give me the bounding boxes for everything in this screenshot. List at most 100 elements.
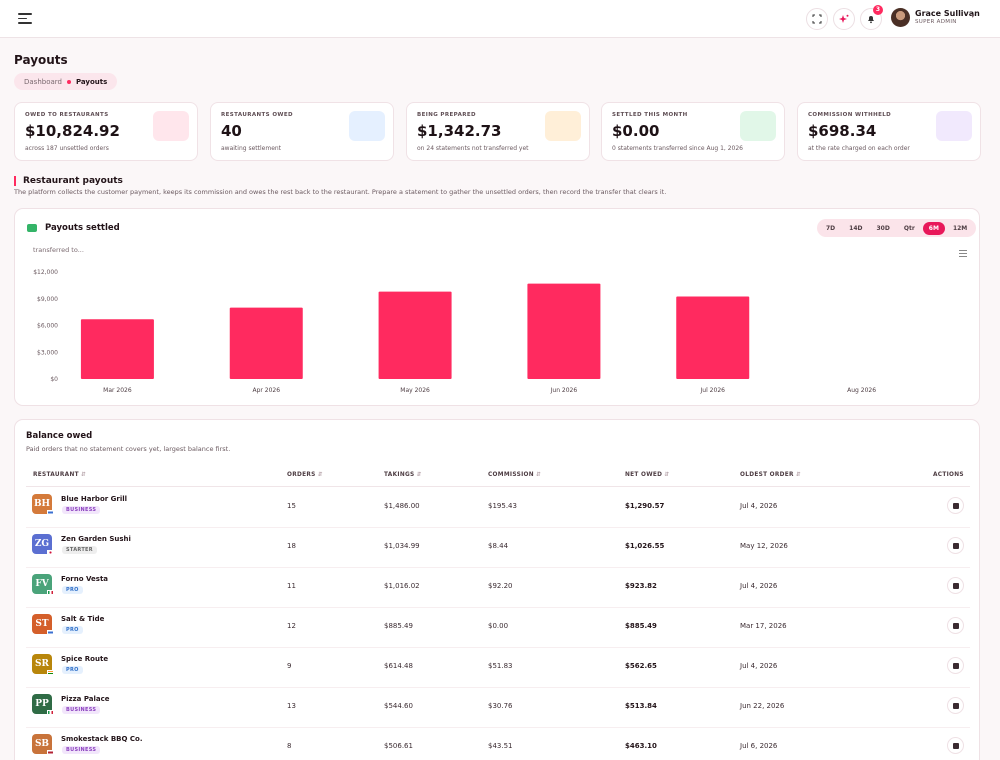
column-header-actions: ACTIONS [933,472,964,478]
restaurant-name[interactable]: Salt & Tide [61,615,105,623]
prepare-statement-button[interactable] [947,697,964,714]
row-divider [26,607,970,608]
takings-cell: $614.48 [384,662,413,670]
stack-icon [952,702,959,709]
table-row[interactable]: PP Pizza Palace BUSINESS 13 $544.60 $30.76 $51… [15,688,981,728]
country-flag-icon [47,630,54,635]
plan-badge: PRO [62,586,83,594]
stat-label: RESTAURANTS OWED [221,112,294,118]
breadcrumb-separator [66,79,71,84]
net-owed-cell: $1,290.57 [625,502,665,510]
restaurant-logo: ZG [32,534,52,554]
bar [676,296,750,379]
prepare-statement-button[interactable] [947,497,964,514]
sparkle-icon[interactable] [833,8,855,30]
restaurant-name[interactable]: Zen Garden Sushi [61,535,131,543]
fullscreen-icon[interactable] [806,8,828,30]
y-tick-label: $12,000 [33,269,58,276]
x-tick-label: Jul 2026 [700,387,726,394]
range-12m-button[interactable]: 12M [952,224,968,232]
table-row[interactable]: FV Forno Vesta PRO 11 $1,016.02 $92.20 $923.82… [15,568,981,608]
prepare-statement-button[interactable] [947,617,964,634]
sort-icon: ⇵ [535,472,542,478]
balance-owed-card: Balance owed Paid orders that no stateme… [14,419,980,760]
stat-label: SETTLED THIS MONTH [612,112,688,118]
section-description: The platform collects the customer payme… [14,188,667,196]
restaurant-name[interactable]: Pizza Palace [61,695,110,703]
y-tick-label: $3,000 [37,349,58,356]
stack-icon [952,742,959,749]
range-6m-button[interactable]: 6M [922,221,945,235]
stat-sub: at the rate charged on each order [808,145,910,152]
oldest-order-cell: Mar 17, 2026 [740,622,787,630]
section-title: Restaurant payouts [14,176,123,186]
column-header-takings[interactable]: TAKINGS ⇵ [384,472,422,478]
restaurant-name[interactable]: Smokestack BBQ Co. [61,735,143,743]
range-7d-button[interactable]: 7D [826,224,836,232]
restaurant-logo: SB [32,734,52,754]
restaurant-name[interactable]: Spice Route [61,655,109,663]
country-flag-icon [47,710,54,715]
restaurant-name[interactable]: Blue Harbor Grill [61,495,128,503]
column-header-oldest-order[interactable]: OLDEST ORDER ⇵ [740,472,801,478]
prepare-statement-button[interactable] [947,577,964,594]
table-row[interactable]: ZG Zen Garden Sushi STARTER 18 $1,034.99 $8.4… [15,528,981,568]
column-label: OLDEST ORDER [740,472,794,478]
table-row[interactable]: SR Spice Route PRO 9 $614.48 $51.83 $562.65 Jul… [15,648,981,688]
column-header-net-owed[interactable]: NET OWED ⇵ [625,472,669,478]
table-title: Balance owed [26,431,93,441]
stack-icon [952,622,959,629]
orders-cell: 15 [287,502,296,510]
sort-icon: ⇵ [795,472,801,478]
prepare-statement-button[interactable] [947,657,964,674]
net-owed-cell: $885.49 [625,622,657,630]
menu-icon[interactable] [18,13,32,25]
takings-cell: $544.60 [384,702,413,710]
table-row[interactable]: SB Smokestack BBQ Co. BUSINESS 8 $506.61 $43.… [15,728,981,760]
restaurant-name[interactable]: Forno Vesta [61,575,109,583]
stat-label: BEING PREPARED [417,112,476,118]
prepare-statement-button[interactable] [947,737,964,754]
percent-icon [936,111,972,141]
column-header-orders[interactable]: ORDERS ⇵ [287,472,323,478]
plan-badge: BUSINESS [62,746,101,754]
range-14d-button[interactable]: 14D [849,224,863,232]
orders-cell: 18 [287,542,296,550]
table-row[interactable]: BH Blue Harbor Grill BUSINESS 15 $1,486.00 $1… [15,488,981,528]
stat-value: $1,342.73 [417,122,502,140]
banknote-icon [740,111,776,141]
page-title: Payouts [14,53,68,67]
stack-icon [952,662,959,669]
chevron-down-icon[interactable]: ▾ [971,12,975,20]
net-owed-cell: $923.82 [625,582,657,590]
chart-menu-icon[interactable] [959,250,967,259]
net-owed-cell: $463.10 [625,742,657,750]
row-divider [26,647,970,648]
range-30d-button[interactable]: 30D [876,224,890,232]
column-header-restaurant[interactable]: RESTAURANT ⇵ [33,472,86,478]
row-divider [26,727,970,728]
bar [527,283,601,379]
table-subtitle: Paid orders that no statement covers yet… [26,445,231,453]
restaurant-logo: ST [32,614,52,634]
y-tick-label: $9,000 [37,296,58,303]
breadcrumb-dashboard-link[interactable]: Dashboard [24,77,62,86]
table-row[interactable]: ST Salt & Tide PRO 12 $885.49 $0.00 $885.49 Mar… [15,608,981,648]
stat-value: 40 [221,122,242,140]
user-role: SUPER ADMIN [915,19,957,25]
notification-bell-icon[interactable]: 3 [860,5,883,30]
range-qtr-button[interactable]: Qtr [903,224,915,232]
orders-cell: 9 [287,662,292,670]
country-flag-icon [47,590,54,595]
commission-cell: $43.51 [488,742,513,750]
column-header-commission[interactable]: COMMISSION ⇵ [488,472,541,478]
sort-icon: ⇵ [317,472,323,478]
country-flag-icon [47,550,54,555]
prepare-statement-button[interactable] [947,537,964,554]
user-name[interactable]: Grace Sullivan [915,9,980,18]
avatar[interactable] [891,8,910,27]
oldest-order-cell: Jul 4, 2026 [740,502,778,510]
column-label: RESTAURANT [33,472,79,478]
plan-badge: BUSINESS [62,706,101,714]
y-tick-label: $0 [50,376,58,383]
